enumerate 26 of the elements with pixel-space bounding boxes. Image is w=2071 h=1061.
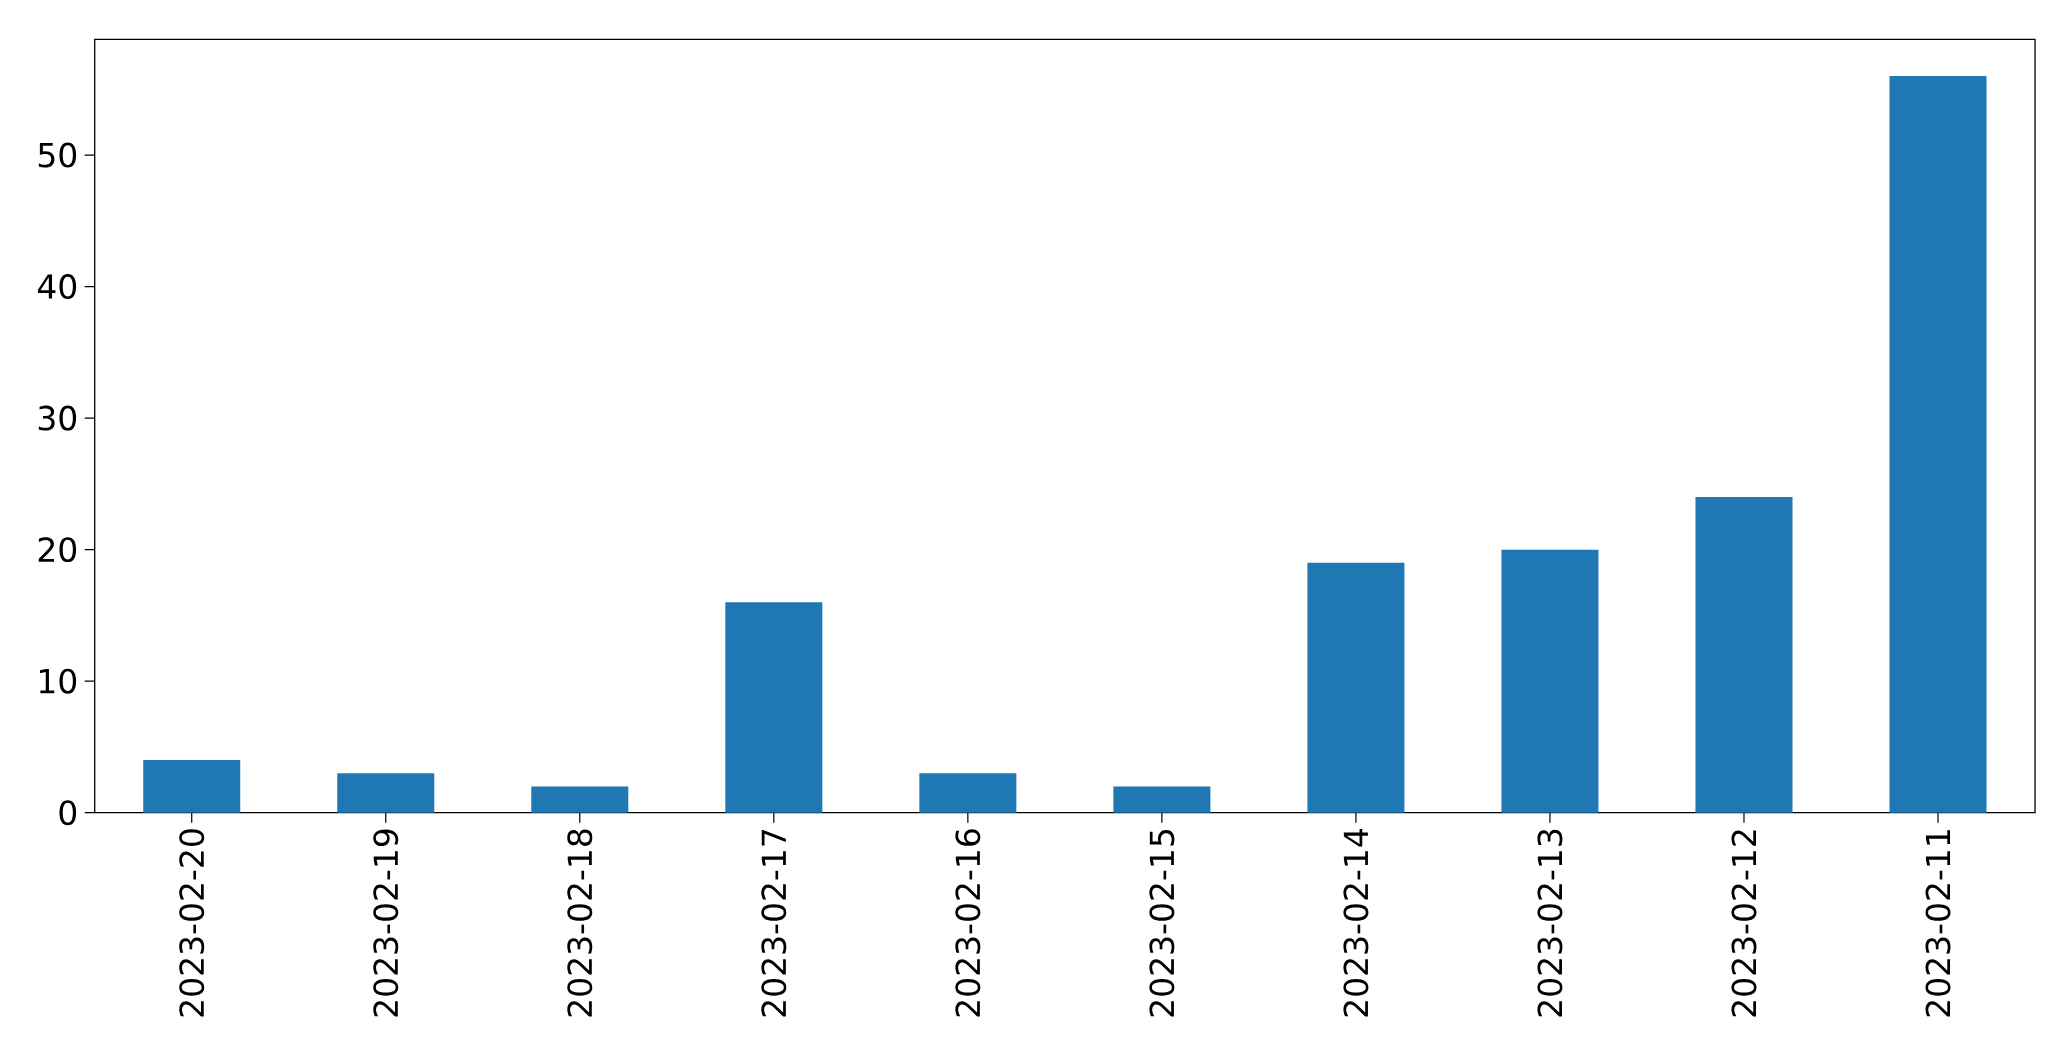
bar (919, 773, 1017, 813)
x-tick-label: 2023-02-13 (1537, 829, 1563, 1017)
bar (143, 760, 241, 813)
bar (1501, 549, 1599, 813)
bar (725, 602, 823, 813)
x-tick-label: 2023-02-12 (1731, 830, 1757, 1017)
x-tick-label: 2023-02-20 (179, 829, 205, 1017)
x-tick-label: 2023-02-16 (955, 829, 981, 1017)
x-tick-label: 2023-02-18 (567, 829, 593, 1017)
y-tick-label: 50 (38, 142, 77, 168)
x-tick-label: 2023-02-14 (1343, 829, 1369, 1017)
x-tick-label: 2023-02-17 (761, 829, 787, 1017)
bar (1113, 786, 1211, 813)
y-tick-label: 30 (38, 405, 77, 431)
bar (1695, 497, 1793, 813)
bar (1889, 76, 1987, 813)
y-tick-label: 0 (59, 800, 77, 826)
y-tick-label: 10 (39, 668, 77, 694)
x-tick-label: 2023-02-15 (1149, 830, 1175, 1017)
y-tick-label: 20 (38, 537, 77, 563)
bar (337, 773, 435, 813)
bar (531, 786, 629, 813)
bar (1307, 562, 1405, 813)
x-tick-label: 2023-02-19 (373, 829, 399, 1017)
y-tick-label: 40 (37, 274, 77, 300)
x-tick-label: 2023-02-11 (1925, 830, 1951, 1017)
